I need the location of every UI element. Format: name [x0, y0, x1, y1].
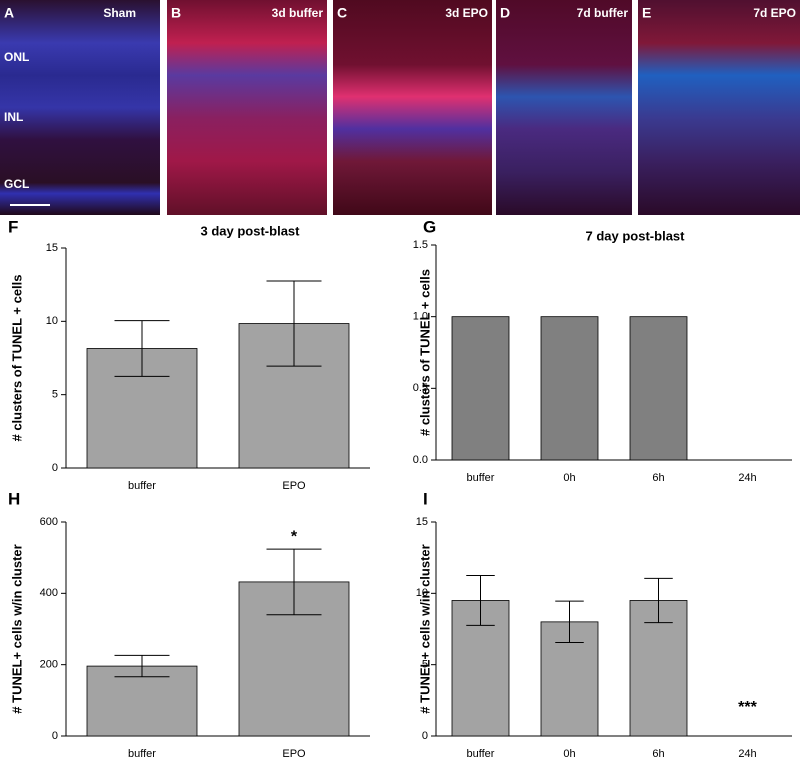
y-tick-label: 400 [40, 587, 58, 599]
y-tick-label: 0 [52, 462, 58, 474]
x-tick-label: EPO [282, 480, 306, 492]
panel-letter: B [171, 5, 181, 21]
panel-letter: F [8, 217, 18, 236]
error-bar [644, 577, 673, 624]
y-tick-label: 0 [52, 730, 58, 742]
y-tick-label: 10 [416, 587, 428, 599]
image [167, 0, 327, 215]
error-bar [114, 320, 170, 377]
bar [451, 316, 510, 461]
panel-label: 3d EPO [445, 6, 488, 20]
y-tick-label: 0.0 [413, 454, 428, 466]
x-tick-label: 0h [563, 472, 575, 484]
panel-letter: H [8, 489, 20, 508]
x-tick-label: 6h [652, 748, 664, 757]
y-axis-label: # clusters of TUNEL + cells [417, 269, 432, 436]
x-tick-label: buffer [128, 748, 156, 757]
panel-letter: C [337, 5, 347, 21]
x-tick-label: buffer [128, 480, 156, 492]
y-tick-label: 1.5 [413, 239, 428, 251]
x-tick-label: buffer [467, 472, 495, 484]
panel-label: 7d buffer [577, 6, 629, 20]
x-tick-label: 24h [738, 748, 756, 757]
annotation: * [291, 528, 298, 545]
y-tick-label: 10 [46, 315, 58, 327]
image [638, 0, 800, 215]
image [0, 0, 160, 215]
annotation: *** [738, 699, 757, 716]
error-bar [114, 654, 170, 678]
x-tick-label: 6h [652, 472, 664, 484]
panel-letter: E [642, 5, 651, 21]
y-axis-label: # TUNEL+ cells w/in cluster [9, 544, 24, 713]
image [496, 0, 632, 215]
layer-label: GCL [4, 177, 29, 191]
y-axis-label: # TUNEL+ cells w/in cluster [417, 544, 432, 713]
panel-label: 3d buffer [272, 6, 324, 20]
bar [86, 665, 198, 737]
error-bar [266, 280, 322, 367]
panel-letter: A [4, 5, 14, 21]
y-tick-label: 15 [46, 242, 58, 254]
panel-label: Sham [103, 6, 136, 20]
y-tick-label: 15 [416, 516, 428, 528]
y-tick-label: 5 [52, 389, 58, 401]
y-tick-label: 0.5 [413, 382, 428, 394]
error-bar [466, 575, 495, 626]
y-axis-label: # clusters of TUNEL + cells [9, 274, 24, 441]
x-tick-label: EPO [282, 748, 306, 757]
panel-label: 7d EPO [753, 6, 796, 20]
micrographs [0, 0, 800, 215]
x-tick-label: 24h [738, 472, 756, 484]
error-bar [555, 600, 584, 644]
chart-title: 3 day post-blast [201, 223, 301, 238]
bar [629, 316, 688, 461]
panel-letter: I [423, 489, 428, 508]
y-tick-label: 1.0 [413, 311, 428, 323]
layer-label: INL [4, 110, 23, 124]
y-tick-label: 5 [422, 659, 428, 671]
y-tick-label: 600 [40, 516, 58, 528]
panel-letter: D [500, 5, 510, 21]
layer-label: ONL [4, 50, 29, 64]
bar [540, 316, 599, 461]
image [333, 0, 492, 215]
panel-letter: G [423, 217, 436, 236]
x-tick-label: 0h [563, 748, 575, 757]
x-tick-label: buffer [467, 748, 495, 757]
y-tick-label: 200 [40, 659, 58, 671]
y-tick-label: 0 [422, 730, 428, 742]
error-bar [266, 548, 322, 616]
chart-title: 7 day post-blast [586, 228, 686, 243]
